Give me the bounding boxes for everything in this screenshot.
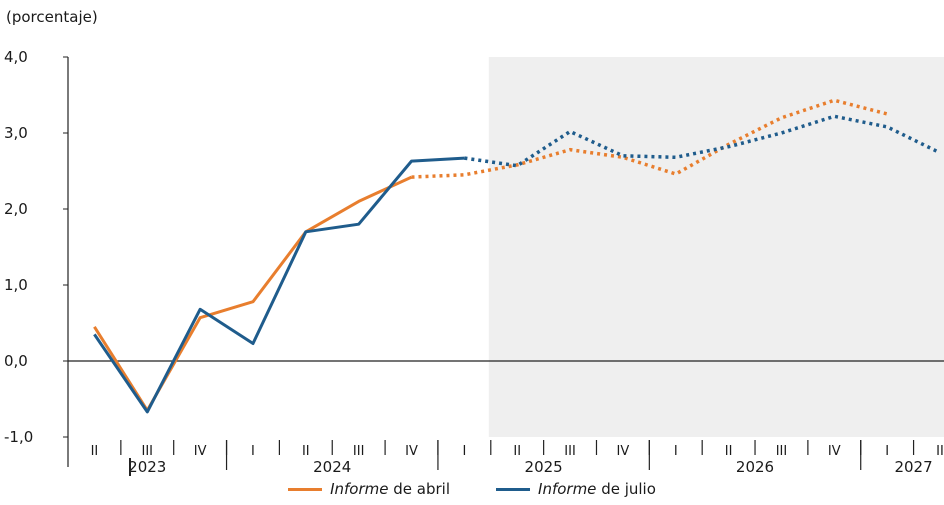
y-tick-label: 4,0: [4, 48, 28, 66]
year-label: 2026: [736, 458, 774, 476]
y-tick-label: 2,0: [4, 200, 28, 218]
y-tick-label: 1,0: [4, 276, 28, 294]
y-tick-label: -1,0: [4, 428, 33, 446]
x-tick-label: II: [302, 444, 310, 459]
y-tick-label: 0,0: [4, 352, 28, 370]
x-tick-label: II: [725, 444, 733, 459]
x-tick-label: III: [564, 444, 576, 459]
projection-shade: [488, 57, 944, 437]
x-tick-label: I: [674, 444, 678, 459]
legend-swatch-abril: [288, 487, 323, 491]
line-chart: 4,03,02,01,00,0-1,0II III IV I II III IV I II III…: [4, 48, 944, 476]
legend-label-julio: de julio: [596, 480, 656, 498]
year-label: 2024: [313, 458, 351, 476]
x-tick-label: II: [936, 444, 944, 459]
series-0-actual-line: [93, 175, 413, 412]
x-tick-label: III: [776, 444, 788, 459]
legend-label-abril-italic: Informe: [330, 480, 389, 498]
x-tick-label: IV: [194, 444, 207, 459]
legend-item-julio: Informe de julio: [496, 480, 656, 498]
x-tick-label: I: [885, 444, 889, 459]
x-tick-label: III: [353, 444, 365, 459]
legend-item-abril: Informe de abril: [288, 480, 450, 498]
x-tick-label: II: [91, 444, 99, 459]
x-tick-label: I: [462, 444, 466, 459]
x-tick-label: III: [142, 444, 154, 459]
legend-label-julio-italic: Informe: [538, 480, 597, 498]
year-label: 2023: [128, 458, 166, 476]
series-1-actual-line: [93, 156, 465, 414]
legend-swatch-julio: [496, 487, 531, 491]
series-0-projection-line: [411, 98, 888, 179]
legend-label-abril: de abril: [388, 480, 451, 498]
x-tick-label: IV: [405, 444, 418, 459]
year-label: 2025: [525, 458, 563, 476]
x-tick-label: I: [251, 444, 255, 459]
series-1-projection-line: [464, 114, 941, 168]
legend: Informe de abril Informe de julio: [0, 480, 944, 498]
x-tick-label: IV: [617, 444, 630, 459]
year-label: 2027: [894, 458, 932, 476]
x-tick-label: II: [513, 444, 521, 459]
x-tick-label: IV: [828, 444, 841, 459]
y-tick-label: 3,0: [4, 124, 28, 142]
y-unit-label: (porcentaje): [6, 8, 98, 26]
